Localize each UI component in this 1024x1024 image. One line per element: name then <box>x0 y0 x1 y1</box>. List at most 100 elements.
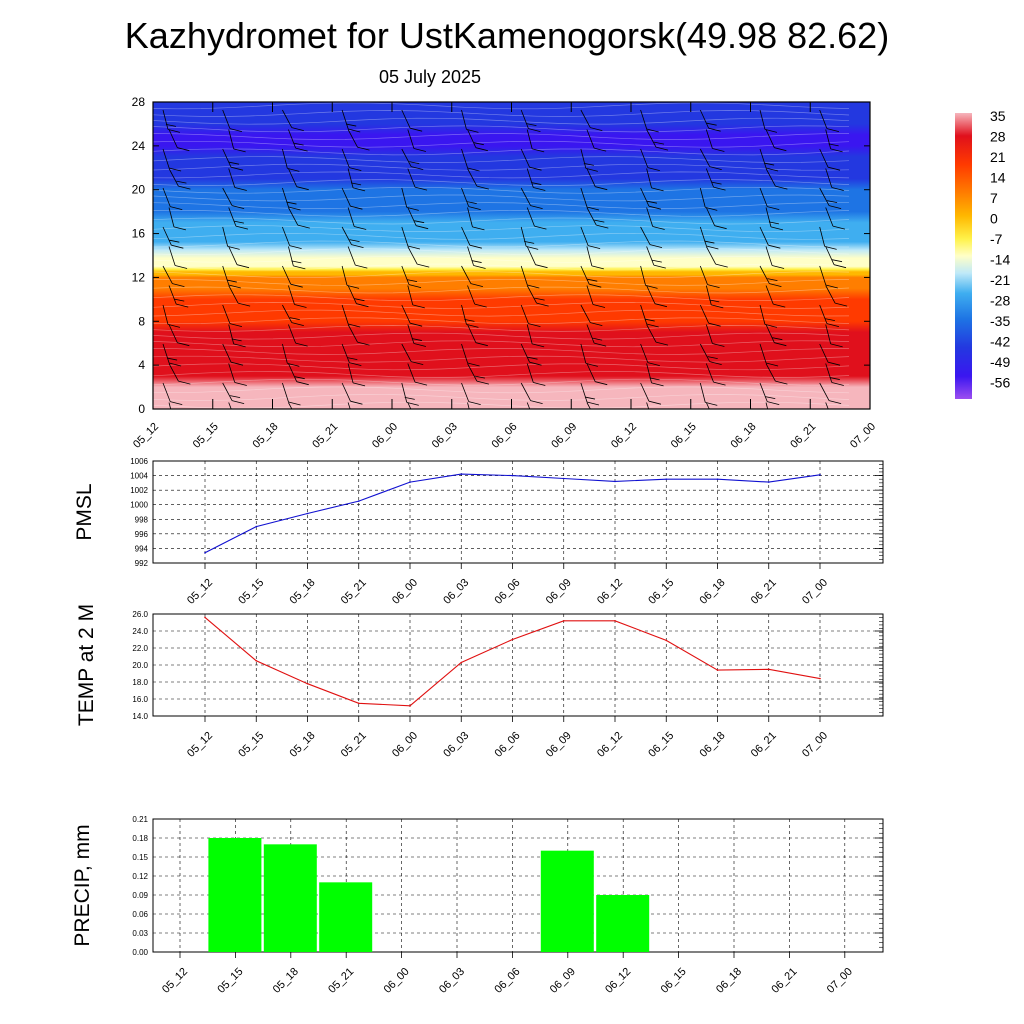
wind-barb <box>640 148 660 172</box>
wind-barb <box>347 246 368 269</box>
contour-line <box>153 117 850 125</box>
wind-barb <box>162 343 182 367</box>
wind-barb <box>228 246 250 269</box>
y-tick-label: 1000 <box>130 501 148 510</box>
wind-barb <box>580 265 602 288</box>
wind-barb <box>162 382 183 406</box>
wind-barb <box>646 324 669 346</box>
y-axis-label: TEMP at 2 M <box>75 604 98 726</box>
wind-barb <box>347 168 366 192</box>
wind-barb <box>825 207 846 230</box>
wind-barb <box>288 207 310 229</box>
x-tick-label: 05_12 <box>185 730 215 760</box>
wind-barb <box>705 363 726 386</box>
colorbar-label: -49 <box>990 354 1010 370</box>
wind-barb <box>407 363 428 386</box>
wind-barb <box>401 343 424 366</box>
y-tick-label: 0.21 <box>132 815 148 824</box>
wind-barb <box>467 324 488 347</box>
plot-frame <box>152 818 884 953</box>
contour-line <box>153 378 850 386</box>
wind-barb <box>646 207 665 230</box>
wind-barb <box>467 363 490 385</box>
wind-barb <box>168 246 188 269</box>
y-tick-label: 16 <box>132 227 146 241</box>
heatmap-panel: 0 4 8 12 16 20 24 28 05_12 05_15 05_18 05_21 06_00 0… <box>131 95 878 451</box>
x-tick-label: 05_21 <box>310 421 340 451</box>
data-point <box>665 639 668 642</box>
wind-barb <box>461 109 479 133</box>
wind-barb <box>580 187 600 211</box>
x-tick-label: 07_00 <box>800 577 830 607</box>
wind-barb <box>705 207 727 230</box>
x-tick-label: 05_18 <box>288 730 318 760</box>
wind-barb <box>586 285 606 308</box>
wind-barb <box>526 285 549 307</box>
heatmap-contours <box>153 102 850 409</box>
wind-barb <box>586 402 591 409</box>
wind-barb <box>825 363 844 386</box>
wind-barb <box>341 343 362 367</box>
wind-barb <box>407 285 425 309</box>
wind-barb <box>646 129 669 151</box>
wind-barb <box>407 324 426 347</box>
wind-barb <box>168 207 187 231</box>
wind-barb <box>228 285 251 307</box>
wind-barb <box>461 226 482 249</box>
contour-line <box>153 240 850 248</box>
wind-barb <box>168 402 172 409</box>
wind-barb <box>222 265 241 289</box>
wind-barb <box>819 343 841 366</box>
wind-barb <box>407 207 429 230</box>
wind-barb <box>288 246 306 270</box>
wind-barb <box>162 265 185 288</box>
colorbar-label: -56 <box>990 375 1010 391</box>
x-tick-label: 06_06 <box>493 730 523 760</box>
wind-barb <box>341 226 364 249</box>
wind-barb <box>580 226 601 250</box>
contour-line <box>153 125 850 133</box>
contour-line <box>153 332 850 340</box>
wind-barb <box>580 343 598 367</box>
wind-barb <box>819 265 838 289</box>
wind-barb <box>586 129 607 152</box>
wind-barb <box>699 343 722 366</box>
wind-barb <box>288 285 307 308</box>
wind-barb <box>825 168 844 191</box>
contour-line <box>153 363 850 371</box>
wind-barb <box>467 129 488 152</box>
contour-line <box>153 102 850 110</box>
data-point <box>665 478 668 481</box>
wind-barb <box>705 402 710 409</box>
data-point <box>562 620 565 622</box>
wind-barb <box>401 304 423 327</box>
wind-barb <box>222 109 243 133</box>
wind-barb <box>282 343 300 367</box>
x-tick-label: 06_06 <box>492 966 522 996</box>
y-tick-label: 1002 <box>130 486 148 495</box>
x-tick-label: 06_03 <box>441 577 471 607</box>
wind-barb <box>222 343 244 366</box>
colorbar-labels: 35 28 21 14 7 0 -7 -14 -21 -28 -35 -42 -49 -56 <box>990 108 1010 391</box>
contour-line <box>153 263 850 271</box>
wind-barb <box>580 109 603 132</box>
x-tick-label: 05_21 <box>339 730 369 760</box>
y-tick-label: 0.15 <box>132 853 148 862</box>
data-point <box>409 705 411 707</box>
data-point <box>255 525 258 528</box>
wind-barb <box>461 304 479 328</box>
data-point <box>614 480 616 483</box>
wind-barb <box>705 129 725 152</box>
wind-barb <box>640 187 662 210</box>
wind-barbs <box>162 109 848 409</box>
contour-line <box>153 194 850 202</box>
colorbar-label: 0 <box>990 211 998 227</box>
wind-barb <box>825 324 843 348</box>
x-tick-label: 06_18 <box>698 577 728 607</box>
contour-line <box>153 371 850 378</box>
wind-barb <box>407 402 412 409</box>
y-tick-label: 998 <box>135 515 149 524</box>
wind-barb <box>759 109 778 133</box>
wind-barb <box>520 226 539 250</box>
y-tick-label: 992 <box>135 559 149 568</box>
